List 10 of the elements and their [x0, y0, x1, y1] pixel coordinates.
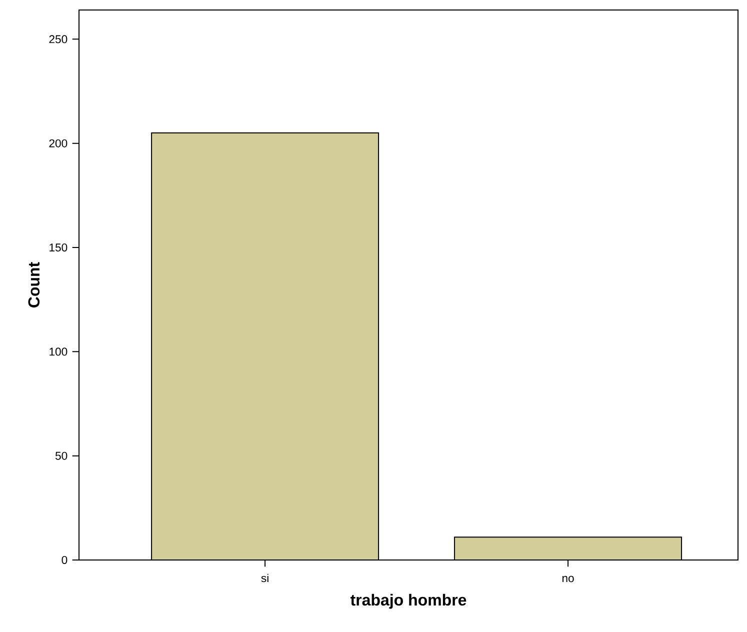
- x-tick-label: no: [562, 576, 574, 582]
- y-tick-label: 100: [50, 348, 68, 356]
- x-tick-label: si: [261, 574, 268, 582]
- y-tick-label: 50: [55, 452, 68, 460]
- y-tick-label: 150: [50, 243, 68, 252]
- y-tick-label: 0: [62, 556, 68, 564]
- y-axis-title: Count: [28, 262, 40, 308]
- y-tick-label: 200: [49, 139, 68, 148]
- y-tick-label: 250: [49, 35, 68, 44]
- x-axis-title: trabajo hombre: [350, 594, 466, 609]
